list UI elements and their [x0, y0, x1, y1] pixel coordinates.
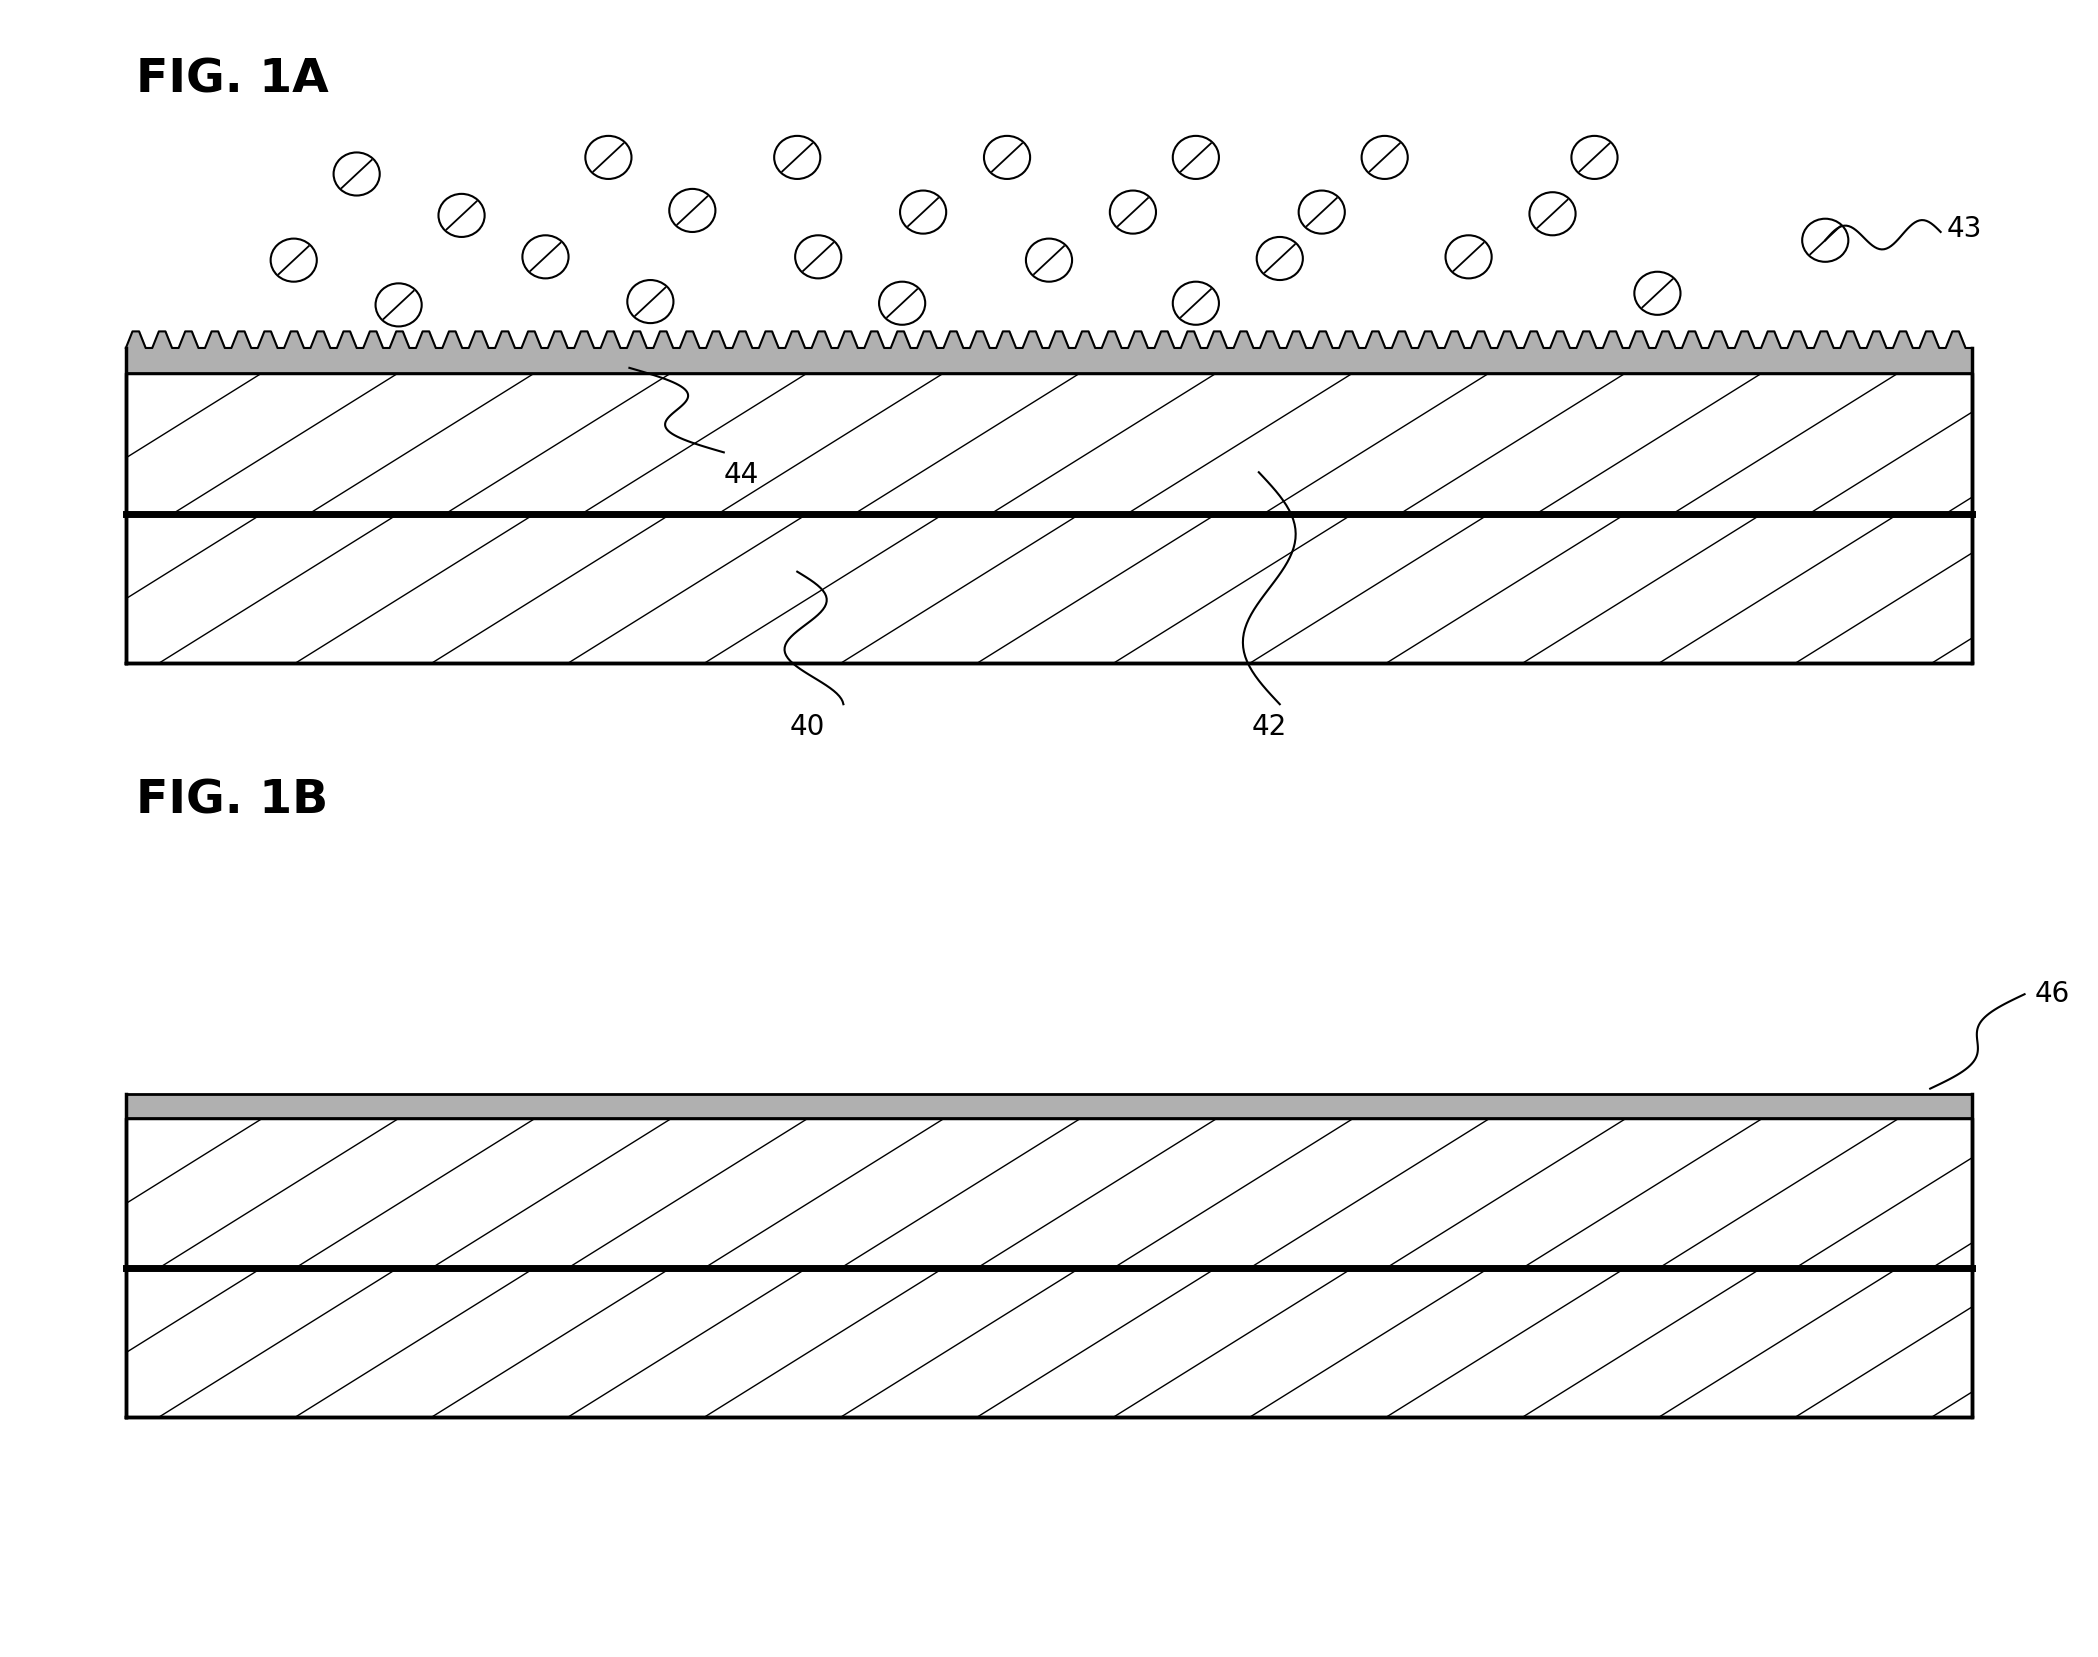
Ellipse shape	[627, 280, 673, 323]
Ellipse shape	[1173, 136, 1219, 179]
Bar	[126, 1268, 1972, 1417]
Ellipse shape	[522, 235, 569, 278]
Bar	[126, 1118, 1972, 1268]
Text: 44: 44	[724, 461, 759, 489]
Text: 46: 46	[2035, 981, 2071, 1007]
Ellipse shape	[376, 283, 422, 326]
Ellipse shape	[271, 239, 317, 282]
Bar	[126, 348, 1972, 373]
Text: 42: 42	[1253, 713, 1286, 741]
Ellipse shape	[774, 136, 820, 179]
Ellipse shape	[1299, 191, 1345, 234]
Bar	[126, 373, 1972, 514]
Ellipse shape	[438, 194, 485, 237]
Ellipse shape	[900, 191, 946, 234]
Ellipse shape	[334, 152, 380, 196]
Ellipse shape	[795, 235, 841, 278]
Ellipse shape	[669, 189, 715, 232]
Ellipse shape	[1529, 192, 1576, 235]
Text: FIG. 1A: FIG. 1A	[136, 58, 329, 103]
Ellipse shape	[1110, 191, 1156, 234]
Ellipse shape	[1026, 239, 1072, 282]
Text: 40: 40	[791, 713, 825, 741]
Ellipse shape	[1362, 136, 1408, 179]
Ellipse shape	[879, 282, 925, 325]
Text: 43: 43	[1947, 215, 1983, 242]
Ellipse shape	[1802, 219, 1848, 262]
Ellipse shape	[1257, 237, 1303, 280]
Bar	[126, 514, 1972, 663]
Text: FIG. 1B: FIG. 1B	[136, 779, 329, 824]
Bar	[126, 1094, 1972, 1118]
Ellipse shape	[585, 136, 631, 179]
Ellipse shape	[1634, 272, 1680, 315]
Ellipse shape	[1173, 282, 1219, 325]
Ellipse shape	[984, 136, 1030, 179]
Ellipse shape	[1446, 235, 1492, 278]
Ellipse shape	[1571, 136, 1618, 179]
